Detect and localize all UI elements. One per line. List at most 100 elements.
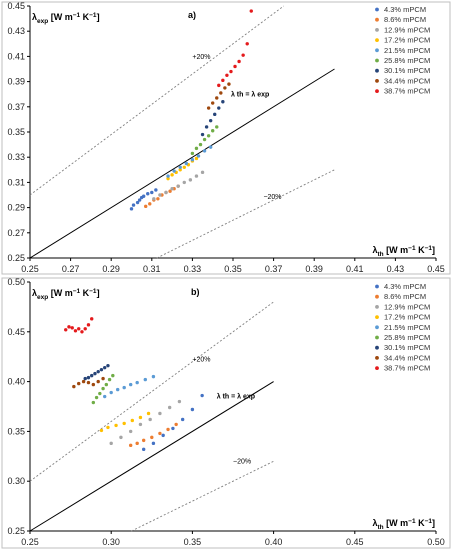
data-point bbox=[156, 197, 160, 201]
data-point bbox=[225, 73, 229, 78]
data-point bbox=[96, 379, 100, 384]
data-point bbox=[64, 328, 68, 332]
data-point bbox=[167, 405, 172, 410]
data-point bbox=[221, 78, 225, 83]
data-point bbox=[151, 374, 156, 379]
x-tick-label: 0.43 bbox=[387, 264, 405, 274]
data-point bbox=[204, 125, 209, 129]
legend-label: 25.8% mPCM bbox=[384, 56, 430, 65]
minus-20-line bbox=[131, 460, 274, 532]
data-point bbox=[213, 112, 217, 117]
data-point bbox=[190, 158, 195, 162]
legend-marker bbox=[375, 89, 379, 93]
panel-label: a) bbox=[188, 10, 196, 20]
y-tick-label: 0.39 bbox=[7, 77, 25, 87]
data-point bbox=[103, 394, 107, 399]
legend-label: 21.5% mPCM bbox=[384, 46, 430, 55]
data-point bbox=[198, 142, 203, 147]
legend-label: 38.7% mPCM bbox=[384, 364, 430, 373]
data-point bbox=[80, 330, 84, 334]
data-point bbox=[135, 380, 139, 385]
data-point bbox=[148, 417, 152, 422]
data-point bbox=[168, 189, 172, 193]
x-tick-label: 0.25 bbox=[21, 537, 39, 547]
data-point bbox=[200, 170, 205, 175]
data-point bbox=[152, 197, 156, 201]
x-tick-label: 0.30 bbox=[102, 537, 120, 547]
data-point bbox=[190, 151, 195, 156]
data-point bbox=[111, 373, 115, 378]
data-point bbox=[106, 425, 110, 430]
legend-label: 34.4% mPCM bbox=[384, 353, 430, 362]
legend-label: 34.4% mPCM bbox=[384, 76, 430, 85]
x-tick-label: 0.25 bbox=[21, 264, 39, 274]
y-tick-label: 0.27 bbox=[7, 228, 25, 238]
data-point bbox=[202, 149, 207, 153]
data-point bbox=[194, 174, 199, 178]
legend-marker bbox=[375, 284, 379, 289]
data-point bbox=[129, 207, 134, 211]
data-point bbox=[90, 317, 94, 321]
y-tick-label: 0.41 bbox=[7, 51, 25, 61]
plus-20-annotation: +20% bbox=[192, 54, 210, 61]
legend-label: 4.3% mPCM bbox=[384, 282, 426, 291]
legend-marker bbox=[375, 38, 379, 42]
minus-20-annotation: −20% bbox=[263, 194, 281, 201]
legend-label: 30.1% mPCM bbox=[384, 343, 430, 352]
data-point bbox=[101, 386, 105, 391]
data-point bbox=[182, 180, 186, 185]
x-tick-label: 0.35 bbox=[224, 264, 242, 274]
data-point bbox=[227, 82, 231, 86]
data-point bbox=[170, 173, 174, 177]
legend-marker bbox=[375, 305, 379, 309]
data-point bbox=[158, 431, 162, 436]
data-point bbox=[178, 168, 182, 172]
data-point bbox=[141, 438, 146, 443]
data-point bbox=[91, 400, 96, 405]
data-point bbox=[233, 64, 237, 69]
y-tick-label: 0.45 bbox=[7, 327, 25, 337]
data-point bbox=[154, 188, 158, 192]
legend-marker bbox=[375, 79, 379, 83]
data-point bbox=[166, 174, 170, 178]
series-0 bbox=[141, 393, 204, 452]
legend-label: 8.6% mPCM bbox=[384, 292, 426, 301]
data-point bbox=[219, 91, 223, 95]
legend-marker bbox=[375, 294, 379, 299]
data-point bbox=[109, 390, 113, 395]
data-point bbox=[237, 59, 241, 64]
data-point bbox=[144, 204, 148, 209]
data-point bbox=[104, 382, 109, 387]
data-point bbox=[90, 373, 94, 378]
legend-marker bbox=[375, 345, 379, 350]
data-point bbox=[194, 156, 199, 161]
data-point bbox=[99, 428, 104, 433]
data-point bbox=[77, 327, 81, 331]
panel-frame bbox=[1, 277, 451, 549]
panel-label: b) bbox=[191, 287, 200, 297]
data-point bbox=[114, 423, 118, 428]
data-point bbox=[141, 194, 146, 198]
data-point bbox=[188, 178, 193, 182]
plus-20-line bbox=[29, 301, 274, 482]
y-tick-label: 0.33 bbox=[7, 152, 25, 162]
data-point bbox=[158, 193, 162, 197]
data-point bbox=[221, 100, 225, 104]
x-tick-label: 0.33 bbox=[184, 264, 202, 274]
data-point bbox=[202, 137, 207, 142]
data-point bbox=[249, 9, 253, 13]
data-point bbox=[245, 42, 249, 46]
data-point bbox=[182, 165, 186, 169]
series-1 bbox=[128, 422, 178, 448]
series-4 bbox=[103, 374, 156, 399]
data-point bbox=[135, 441, 139, 446]
series-2 bbox=[109, 399, 182, 446]
legend-marker bbox=[375, 315, 379, 319]
data-point bbox=[194, 146, 199, 151]
y-tick-label: 0.29 bbox=[7, 203, 25, 213]
data-point bbox=[166, 176, 170, 181]
data-point bbox=[91, 382, 96, 387]
series-0 bbox=[129, 188, 158, 211]
